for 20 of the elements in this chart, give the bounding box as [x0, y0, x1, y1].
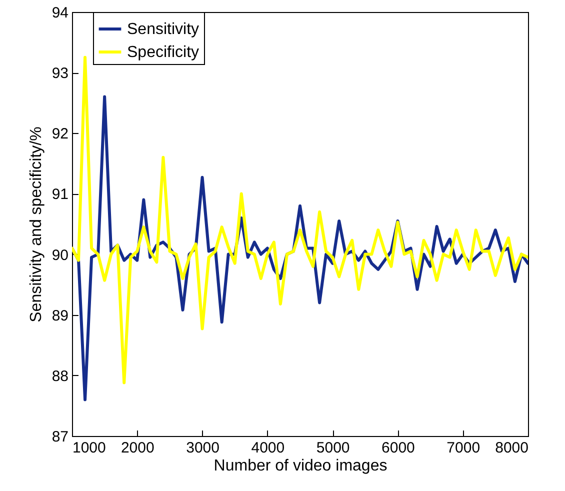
x-tick-label: 7000	[446, 440, 480, 456]
y-tick-label: 88	[52, 368, 68, 385]
y-tick-label: 93	[52, 65, 68, 82]
x-tick-label: 8000	[495, 440, 528, 456]
x-axis-title: Number of video images	[214, 458, 388, 474]
x-tick-label: 1000	[72, 440, 106, 456]
legend-label: Specificity	[127, 44, 200, 61]
x-tick-label: 4000	[251, 440, 285, 456]
y-tick-label: 90	[52, 246, 68, 264]
y-tick-label: 92	[52, 126, 68, 143]
x-tick-label: 6000	[382, 440, 415, 456]
y-tick-label: 87	[52, 428, 68, 446]
y-tick-label: 94	[52, 4, 68, 22]
y-tick-label: 89	[52, 307, 68, 324]
legend-label: Sensitivity	[127, 21, 200, 38]
y-tick-label: 91	[52, 186, 68, 204]
y-axis-title: Sensitivity and specificity/%	[28, 126, 45, 322]
x-tick-label: 3000	[186, 440, 220, 456]
x-tick-label: 2000	[120, 440, 154, 456]
x-tick-label: 5000	[316, 440, 350, 456]
